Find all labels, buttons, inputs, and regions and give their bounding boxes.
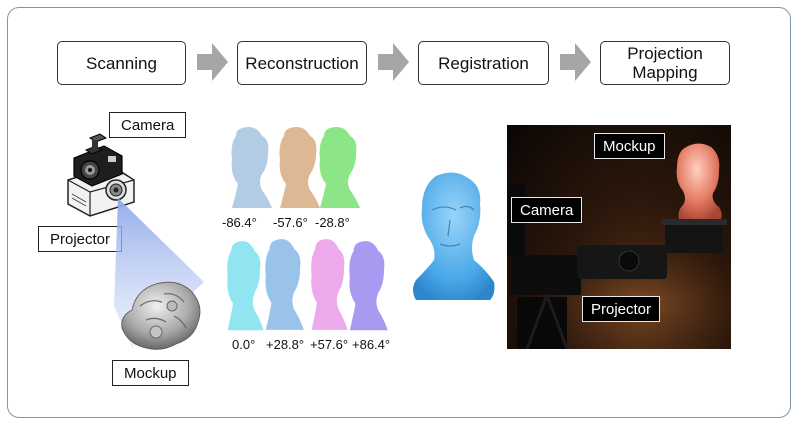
step-registration: Registration (418, 41, 549, 85)
flow-arrow-3 (560, 43, 591, 81)
scan-mockup-label: Mockup (112, 360, 189, 386)
projection-scene (507, 143, 731, 349)
projection-photo: Mockup Camera Projector (507, 125, 731, 349)
angle-label-bottom-3: +57.6° (310, 337, 349, 352)
bust-view-top-1 (231, 127, 272, 208)
flow-arrow-1 (197, 43, 228, 81)
bust-view-bottom-3 (311, 239, 348, 330)
diagram-frame (7, 7, 791, 418)
angle-label-bottom-1: 0.0° (232, 337, 256, 352)
reconstruction-views (227, 127, 388, 331)
camera-projector-icon (67, 133, 135, 217)
bust-view-bottom-2 (265, 239, 304, 330)
bust-view-bottom-4 (349, 241, 388, 331)
angle-label-top-3: -28.8° (315, 215, 350, 230)
scan-camera-label: Camera (109, 112, 187, 138)
scan-projector-label: Projector (38, 226, 123, 252)
registered-bust (413, 172, 495, 300)
bust-view-bottom-1 (227, 241, 264, 331)
step-projection-mapping: Projection Mapping (600, 41, 730, 85)
bust-view-top-3 (319, 127, 360, 208)
step-scanning: Scanning (57, 41, 186, 85)
step-reconstruction: Reconstruction (237, 41, 367, 85)
flow-arrow-2 (378, 43, 409, 81)
projection-camera-label: Camera (511, 197, 583, 223)
angle-label-top-2: -57.6° (273, 215, 308, 230)
angle-label-bottom-2: +28.8° (266, 337, 305, 352)
mockup-scan-icon (121, 281, 201, 350)
angle-label-top-1: -86.4° (222, 215, 257, 230)
angle-label-bottom-4: +86.4° (352, 337, 391, 352)
projection-projector-label: Projector (582, 296, 661, 322)
bust-view-top-2 (279, 127, 320, 208)
projection-mockup-label: Mockup (594, 133, 665, 159)
